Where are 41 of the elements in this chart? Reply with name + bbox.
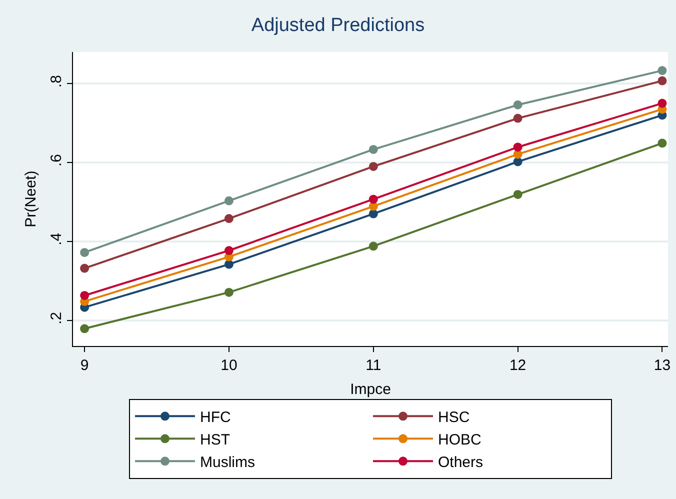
legend-label: HOBC: [438, 432, 482, 449]
point: [368, 194, 378, 204]
point: [368, 144, 378, 154]
legend-label: Others: [438, 454, 484, 472]
point: [513, 190, 522, 199]
point: [80, 248, 90, 257]
y-axis-title: Pr(Neet): [22, 170, 40, 228]
point: [513, 100, 522, 110]
point: [658, 98, 667, 108]
x-tick-label: 10: [220, 357, 238, 374]
point: [658, 66, 667, 76]
legend-label: HST: [200, 432, 230, 449]
point: [368, 242, 378, 251]
x-tick-label: 12: [509, 357, 526, 374]
point: [80, 264, 90, 273]
point: [224, 196, 234, 206]
y-tick-label: .8: [48, 75, 65, 88]
chart-title: Adjusted Predictions: [251, 14, 425, 36]
y-tick-label: .6: [48, 154, 65, 167]
point: [80, 324, 90, 334]
point: [513, 114, 522, 123]
point: [224, 260, 234, 269]
legend-label: HSC: [438, 409, 470, 426]
x-tick-label: 11: [366, 357, 382, 374]
x-tick-label: 13: [654, 357, 671, 374]
y-tick-label: .2: [48, 312, 65, 324]
point: [513, 157, 522, 166]
point: [658, 76, 667, 86]
point: [658, 138, 667, 148]
point: [368, 209, 378, 218]
y-tick-label: .4: [48, 232, 65, 246]
point: [80, 290, 90, 300]
point: [513, 142, 522, 152]
point: [224, 214, 234, 224]
x-tick-label: 9: [80, 357, 89, 374]
point: [224, 246, 234, 255]
legend-label: HFC: [200, 409, 231, 426]
x-axis-title: Impce: [350, 381, 391, 398]
legend-label: Muslims: [200, 454, 255, 472]
point: [368, 162, 378, 171]
point: [224, 288, 234, 297]
